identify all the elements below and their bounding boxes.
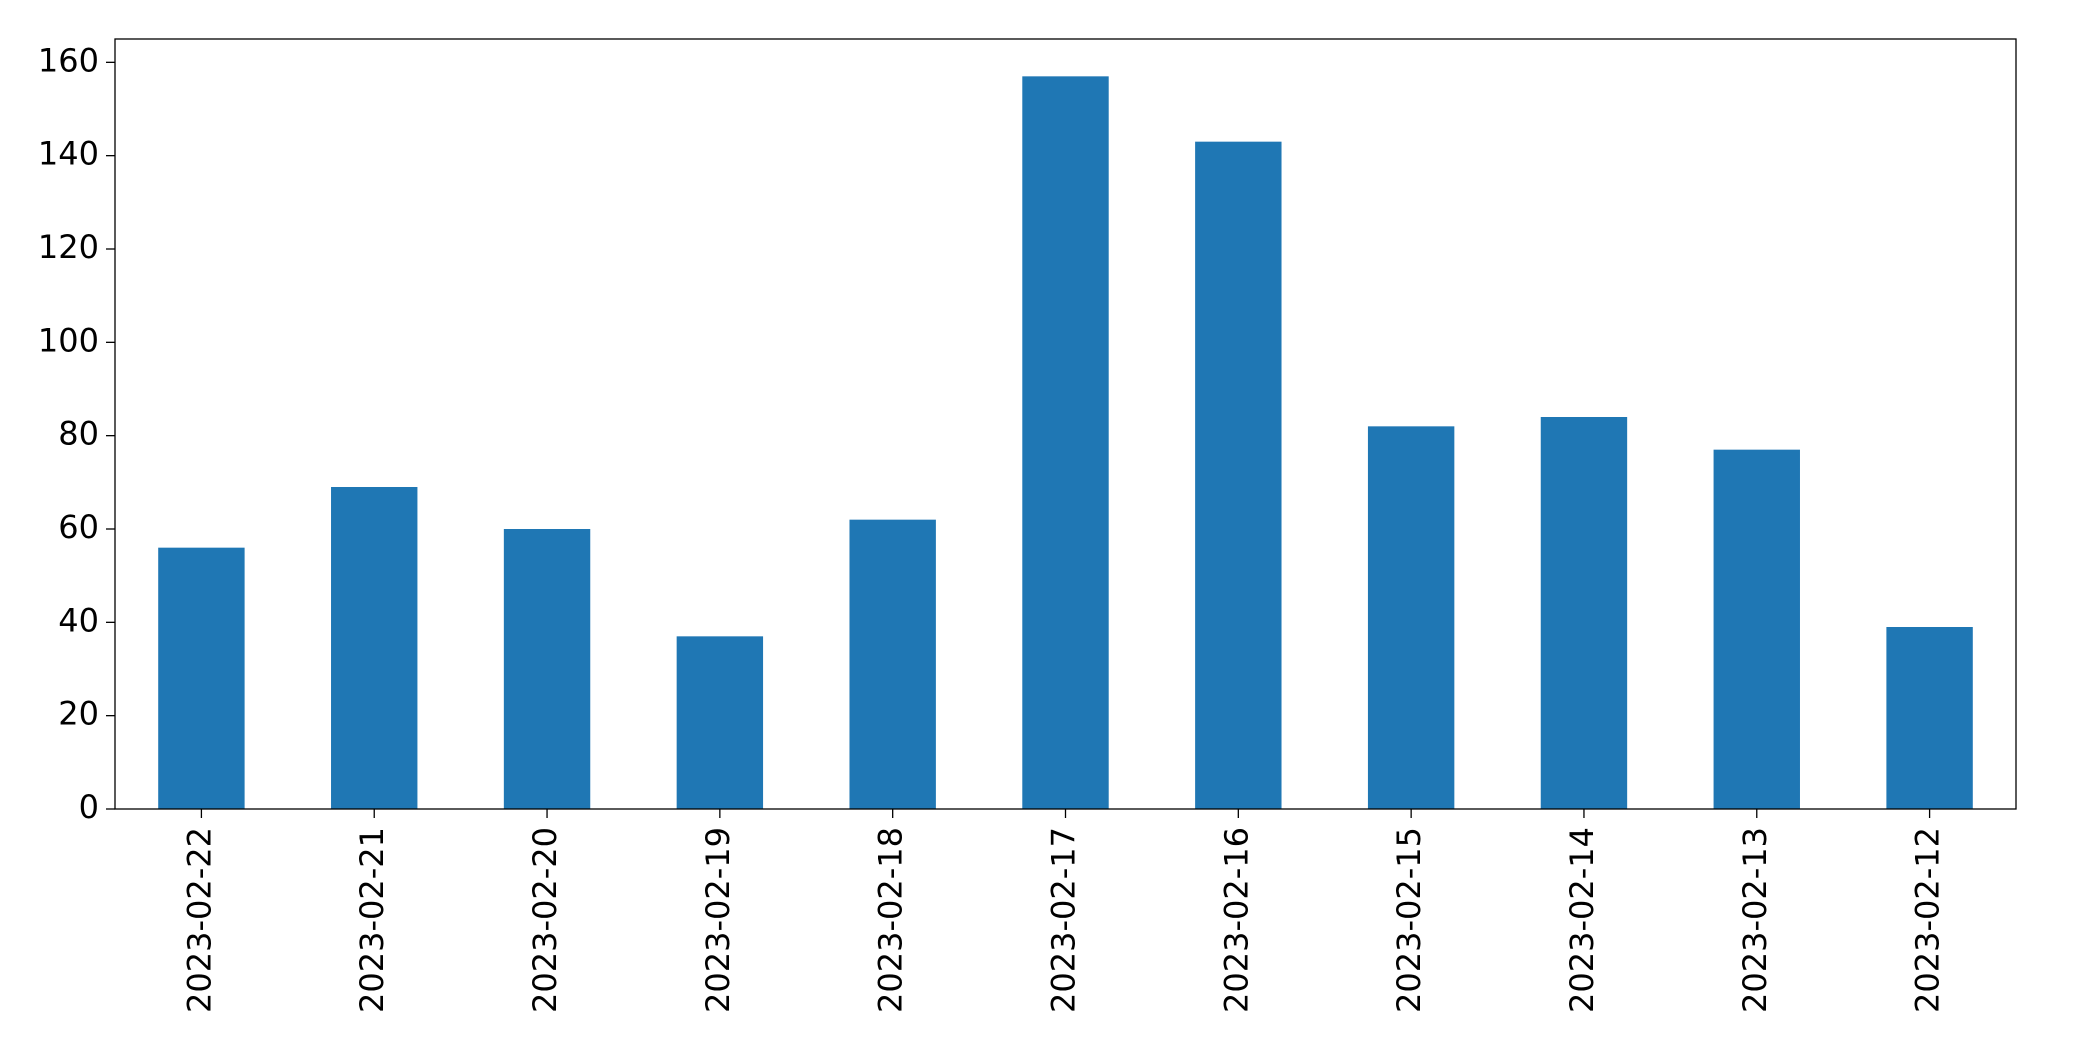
bar [1022,76,1109,810]
bar [1540,417,1628,809]
bar [1195,141,1282,809]
y-tick-label: 100 [38,321,99,359]
bar [1367,426,1455,809]
x-tick-label: 2023-02-15 [1390,827,1428,1013]
x-tick-label: 2023-02-13 [1736,827,1774,1013]
x-tick-label: 2023-02-19 [699,827,737,1013]
x-tick-label: 2023-02-18 [872,827,910,1013]
bar [503,529,591,809]
y-tick-label: 120 [38,228,99,266]
plot-frame [114,38,2017,810]
x-tick-label: 2023-02-21 [353,827,391,1013]
x-tick-label: 2023-02-17 [1045,827,1083,1013]
x-tick-label: 2023-02-22 [180,827,218,1013]
bar [1886,627,1973,809]
y-tick-label: 140 [38,135,99,173]
y-tick-label: 0 [79,788,99,826]
y-tick-label: 40 [58,601,99,639]
y-tick-label: 160 [38,41,99,79]
bar [331,487,418,809]
y-tick-label: 60 [58,508,99,546]
x-tick-label: 2023-02-12 [1909,827,1947,1013]
x-tick-label: 2023-02-16 [1217,827,1255,1013]
y-tick-label: 20 [58,695,99,733]
bar [158,547,245,809]
x-tick-label: 2023-02-20 [526,827,564,1013]
x-tick-label: 2023-02-14 [1563,827,1601,1013]
bar [676,636,764,809]
y-tick-label: 80 [58,415,99,453]
bar [849,519,936,809]
bar [1713,449,1800,809]
